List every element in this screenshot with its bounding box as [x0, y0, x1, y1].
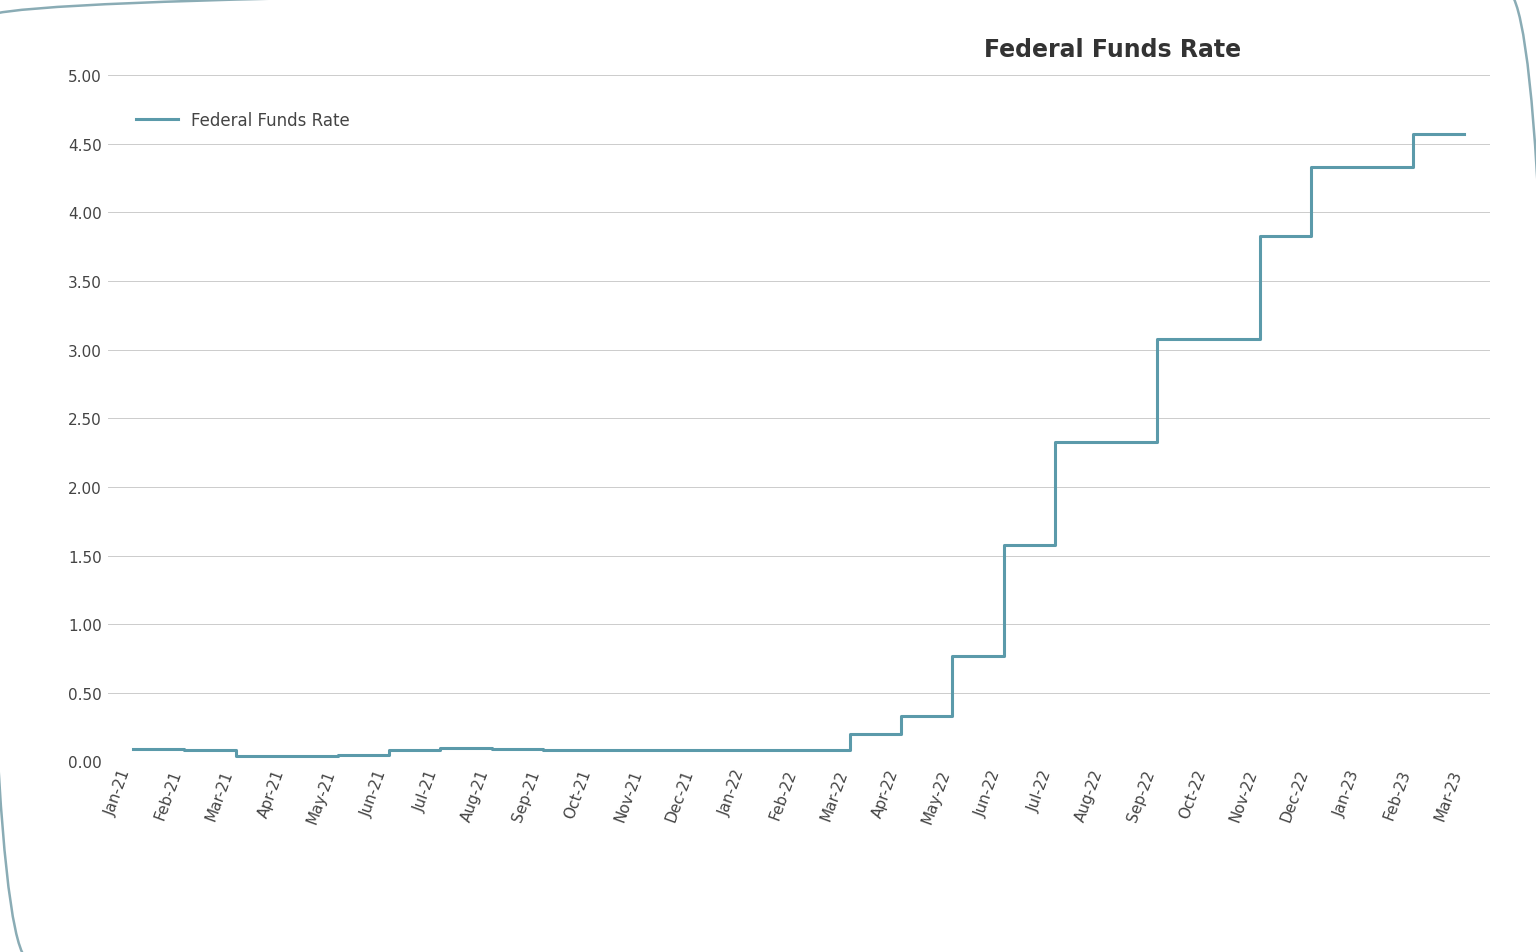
Federal Funds Rate — [432, 743, 450, 754]
Text: Federal Funds Rate: Federal Funds Rate — [985, 38, 1241, 62]
Federal Funds Rate — [1353, 162, 1372, 173]
Federal Funds Rate — [1404, 129, 1422, 141]
Federal Funds Rate — [278, 750, 296, 762]
Federal Funds Rate — [790, 744, 808, 756]
Federal Funds Rate — [585, 744, 604, 756]
Federal Funds Rate — [840, 728, 859, 740]
Line: Federal Funds Rate: Federal Funds Rate — [134, 135, 1464, 756]
Federal Funds Rate — [329, 749, 347, 761]
Federal Funds Rate — [1250, 230, 1269, 242]
Federal Funds Rate — [687, 744, 705, 756]
Federal Funds Rate — [533, 744, 551, 756]
Federal Funds Rate — [1200, 333, 1218, 345]
Federal Funds Rate — [943, 650, 962, 662]
Federal Funds Rate — [1301, 162, 1319, 173]
Federal Funds Rate — [892, 710, 911, 722]
Federal Funds Rate — [636, 744, 654, 756]
Federal Funds Rate — [994, 539, 1012, 550]
Federal Funds Rate — [379, 744, 398, 756]
Federal Funds Rate — [739, 744, 757, 756]
Federal Funds Rate — [1097, 436, 1115, 447]
Federal Funds Rate — [226, 750, 244, 762]
Federal Funds Rate — [1147, 333, 1166, 345]
Federal Funds Rate — [175, 744, 194, 756]
Federal Funds Rate — [124, 744, 143, 755]
Legend: Federal Funds Rate: Federal Funds Rate — [129, 105, 356, 136]
Federal Funds Rate — [1455, 129, 1473, 141]
Federal Funds Rate — [482, 744, 501, 755]
Federal Funds Rate — [1046, 436, 1064, 447]
